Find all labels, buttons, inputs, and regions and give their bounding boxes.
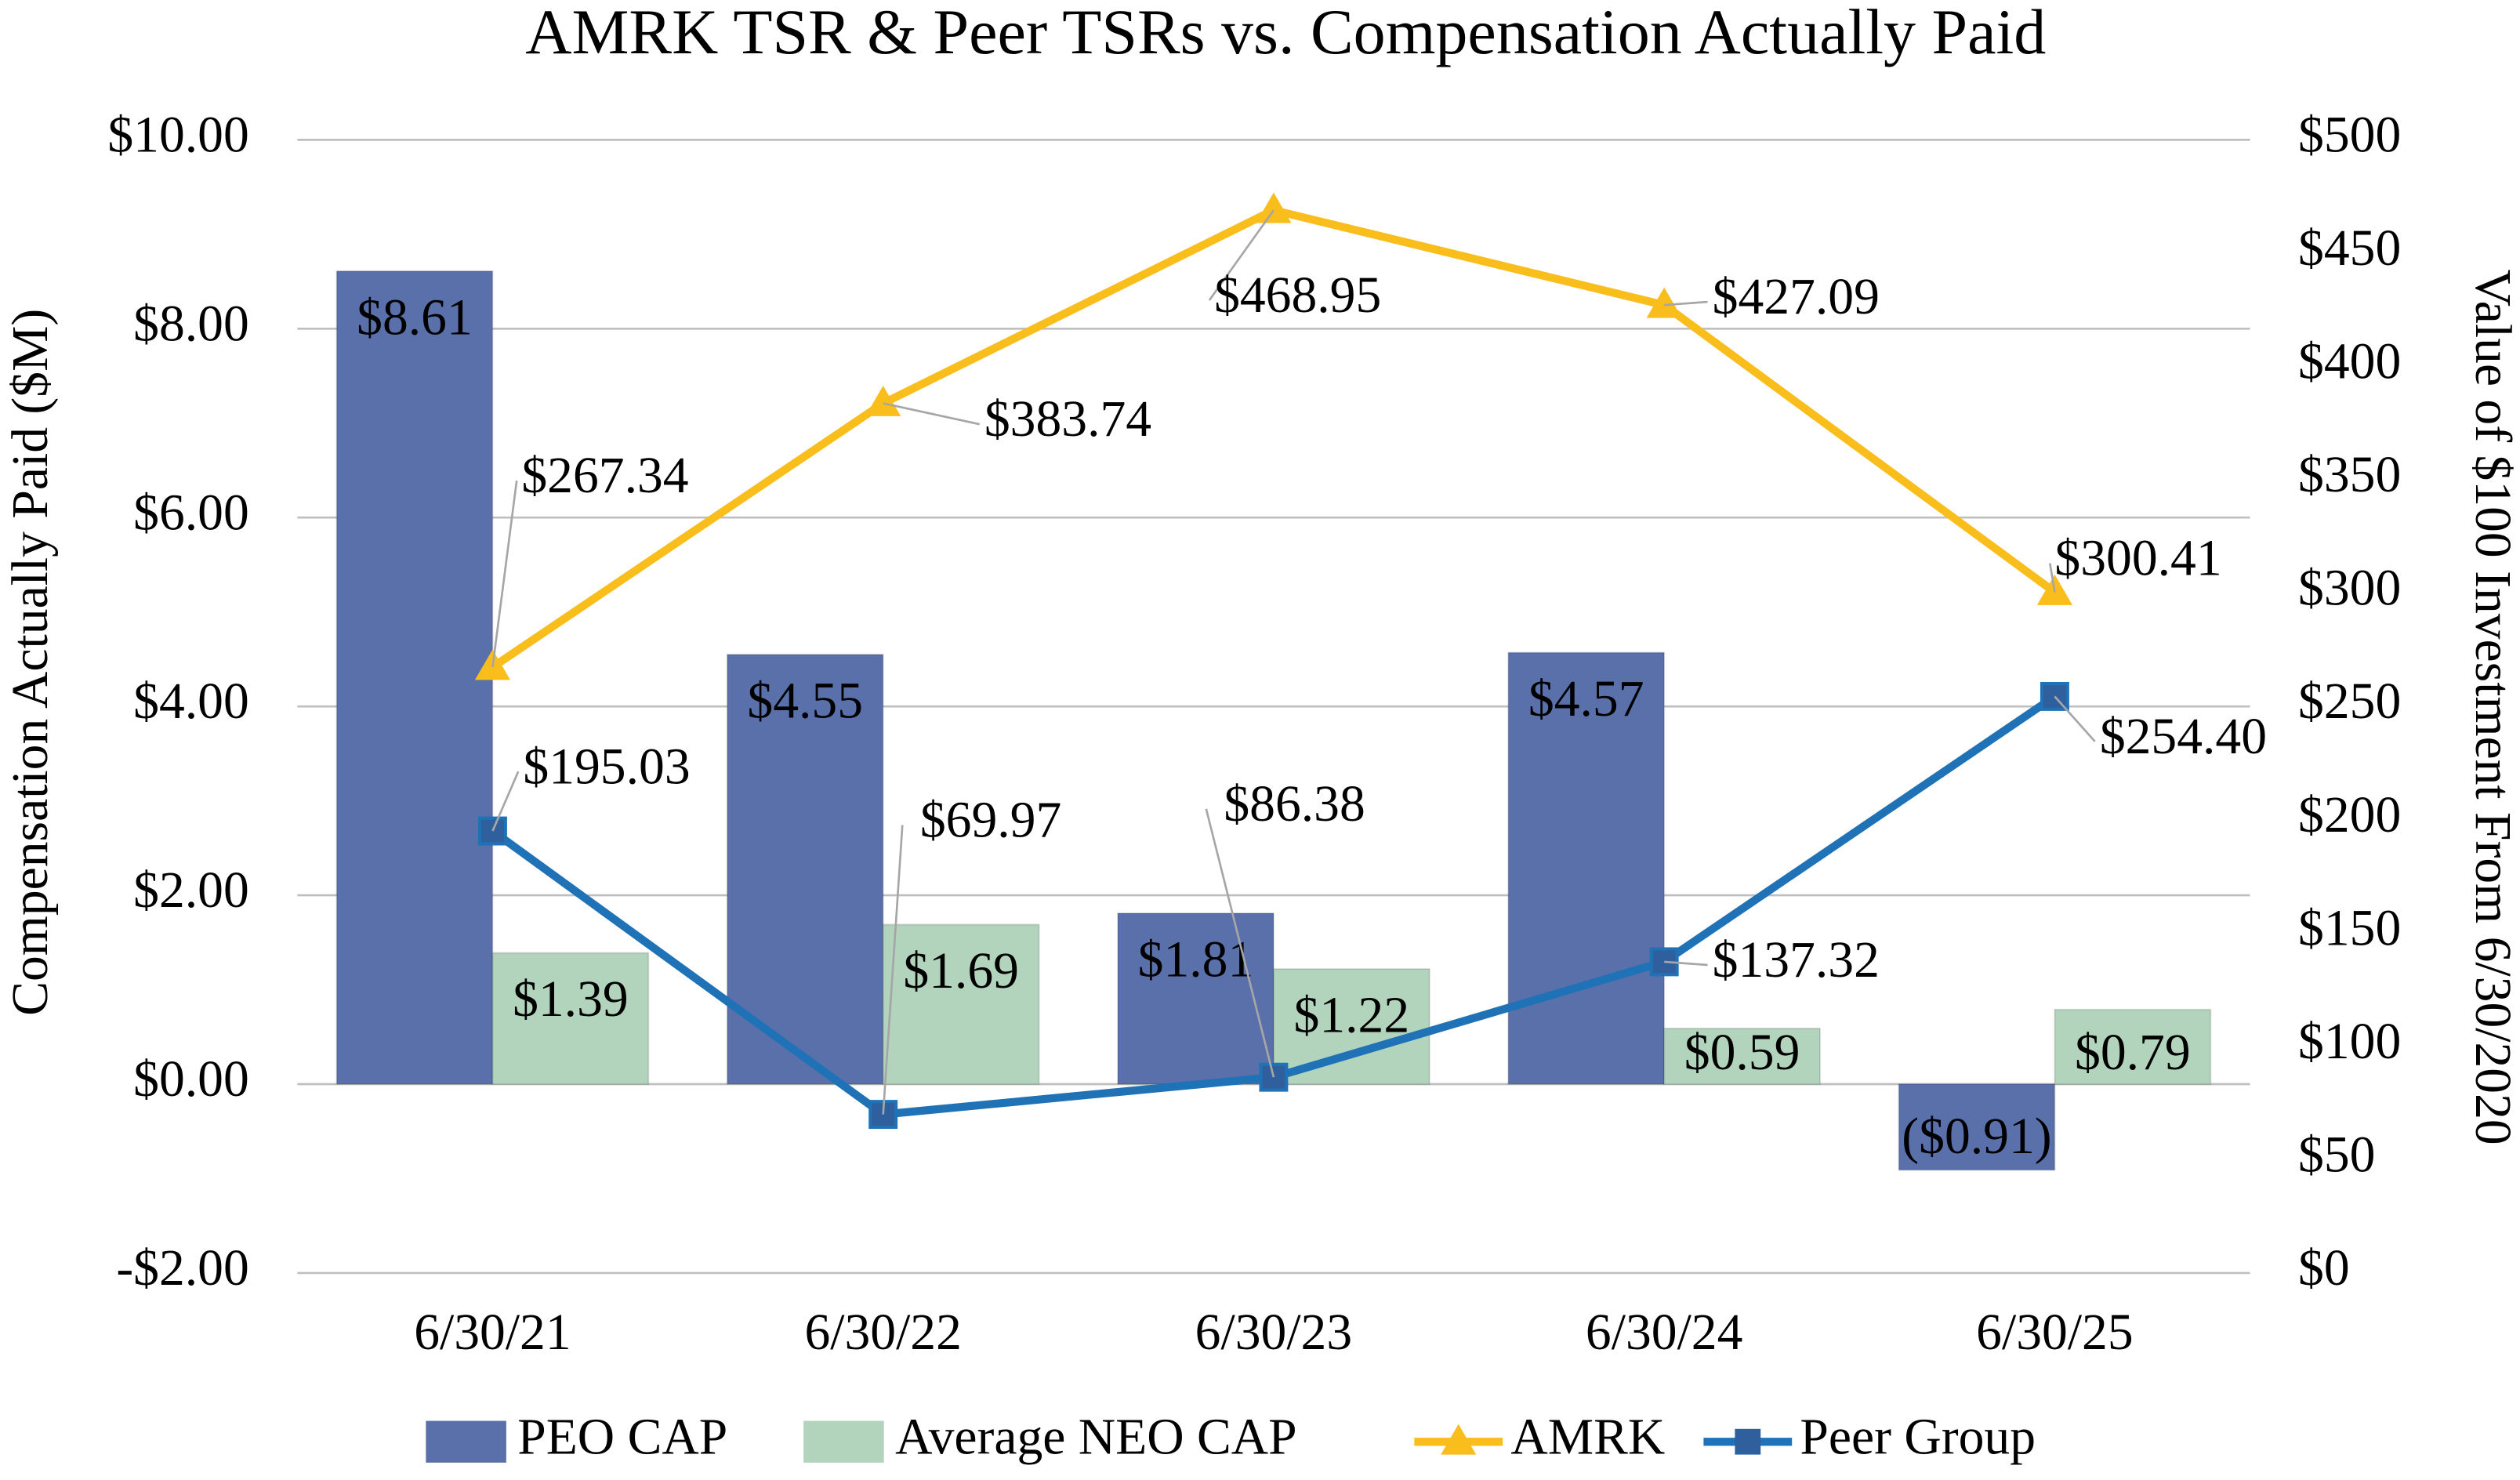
data-label: $0.79 — [2075, 1025, 2191, 1081]
y-tick-label: $8.00 — [133, 296, 249, 352]
legend-swatch — [426, 1420, 506, 1463]
y2-axis-title: Value of $100 Investment From 6/30/2020 — [2464, 270, 2520, 1145]
bar — [1117, 912, 1275, 1086]
leader-line — [1664, 300, 1708, 307]
marker — [865, 385, 901, 416]
data-label: $0.59 — [1684, 1025, 1800, 1081]
y2-tick-label: $50 — [2298, 1126, 2375, 1183]
y-tick-label: -$2.00 — [116, 1240, 248, 1297]
leader-line — [883, 402, 980, 426]
legend-label: PEO CAP — [517, 1409, 727, 1465]
data-label: $195.03 — [523, 738, 690, 795]
leader-line — [491, 481, 518, 668]
leader-line — [491, 771, 520, 832]
y-tick-label: $2.00 — [133, 862, 249, 919]
y2-tick-label: $400 — [2298, 334, 2401, 390]
x-tick-label: 6/30/22 — [804, 1304, 961, 1361]
data-label: $4.57 — [1528, 671, 1644, 727]
y2-tick-label: $350 — [2298, 447, 2401, 503]
bar — [491, 952, 650, 1086]
y2-tick-label: $250 — [2298, 673, 2401, 730]
legend-marker — [1441, 1424, 1477, 1455]
marker — [1256, 192, 1292, 223]
y2-tick-label: $150 — [2298, 900, 2401, 956]
legend-label: AMRK — [1510, 1409, 1665, 1465]
y2-tick-label: $450 — [2298, 220, 2401, 277]
leader-line — [1664, 960, 1708, 967]
x-tick-label: 6/30/24 — [1586, 1304, 1742, 1361]
bar — [1898, 1083, 2056, 1171]
data-label: $1.22 — [1294, 988, 1410, 1044]
data-label: ($0.91) — [1902, 1108, 2051, 1165]
x-tick-label: 6/30/25 — [1976, 1304, 2133, 1361]
y2-tick-label: $0 — [2298, 1240, 2350, 1297]
bar — [882, 923, 1040, 1086]
data-label: $267.34 — [521, 448, 688, 504]
chart-title: AMRK TSR & Peer TSRs vs. Compensation Ac… — [525, 0, 2046, 67]
y-axis-title: Compensation Actually Paid ($M) — [2, 309, 59, 1016]
leader-line — [1205, 808, 1275, 1078]
y2-tick-label: $100 — [2298, 1014, 2401, 1070]
legend-label: Peer Group — [1800, 1409, 2036, 1465]
leader-line — [1208, 209, 1275, 301]
y-tick-label: $4.00 — [133, 673, 249, 730]
y-tick-label: $6.00 — [133, 484, 249, 541]
y-tick-label: $10.00 — [107, 107, 248, 163]
data-label: $300.41 — [2054, 531, 2221, 587]
bar — [335, 270, 494, 1086]
y2-tick-label: $300 — [2298, 560, 2401, 617]
data-label: $468.95 — [1214, 267, 1381, 324]
bar — [1272, 968, 1430, 1086]
data-label: $69.97 — [920, 793, 1061, 849]
legend-marker — [1735, 1428, 1761, 1455]
x-tick-label: 6/30/21 — [414, 1304, 571, 1361]
data-label: $1.39 — [513, 971, 629, 1028]
marker — [1646, 287, 1682, 318]
bar — [2054, 1008, 2212, 1086]
data-label: $137.32 — [1713, 932, 1880, 988]
data-label: $427.09 — [1713, 269, 1880, 325]
x-tick-label: 6/30/23 — [1195, 1304, 1352, 1361]
data-label: $4.55 — [747, 673, 863, 730]
data-label: $383.74 — [984, 391, 1151, 448]
bar — [1663, 1027, 1822, 1086]
legend-swatch — [803, 1420, 884, 1463]
data-label: $1.69 — [903, 943, 1019, 999]
leader-line — [882, 825, 904, 1115]
y2-tick-label: $500 — [2298, 107, 2401, 163]
bar — [726, 653, 884, 1086]
data-label: $86.38 — [1224, 776, 1365, 832]
legend-label: Average NEO CAP — [895, 1409, 1297, 1465]
bar — [1507, 651, 1666, 1086]
y-tick-label: $0.00 — [133, 1051, 249, 1108]
data-label: $254.40 — [2100, 709, 2267, 765]
y2-tick-label: $200 — [2298, 787, 2401, 843]
leader-line — [2054, 695, 2096, 742]
data-label: $1.81 — [1138, 932, 1254, 988]
leader-line — [2048, 563, 2056, 593]
data-label: $8.61 — [357, 290, 473, 346]
